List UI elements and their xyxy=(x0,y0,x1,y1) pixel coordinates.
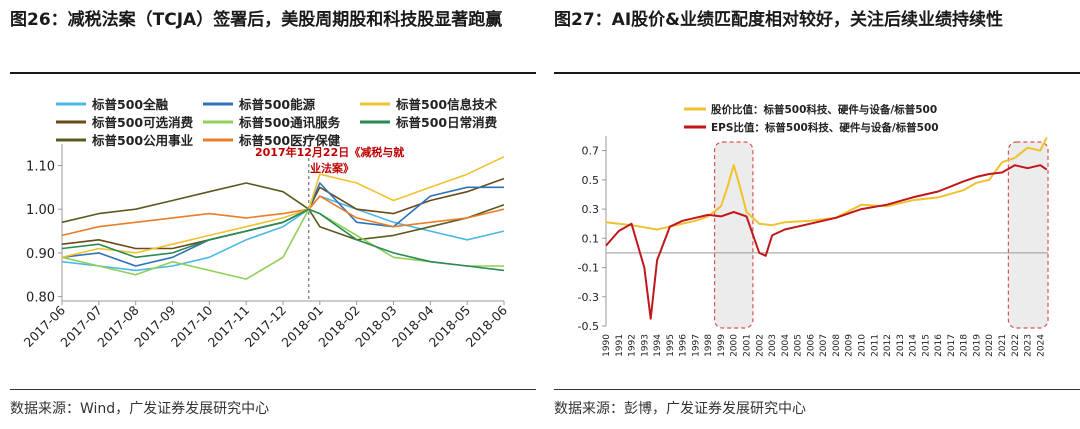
right-chart-title: 图27：AI股价&业绩匹配度相对较好，关注后续业绩持续性 xyxy=(554,10,1003,30)
x-tick-label: 2018 xyxy=(960,334,970,357)
x-tick-label: 2016 xyxy=(934,334,944,357)
right-source-text: 数据来源：彭博，广发证券发展研究中心 xyxy=(554,401,806,417)
left-source-rule xyxy=(10,389,536,390)
x-tick-label: 2021 xyxy=(998,334,1008,357)
x-tick-label: 2023 xyxy=(1024,334,1034,357)
x-tick-label: 2024 xyxy=(1036,334,1046,357)
y-tick-label: 0.1 xyxy=(582,232,600,245)
y-tick-label: 1.00 xyxy=(26,203,55,218)
x-tick-label: 2006 xyxy=(806,334,816,357)
x-tick-label: 2014 xyxy=(909,334,919,357)
x-tick-label: 2020 xyxy=(985,334,995,357)
series-line xyxy=(61,208,504,280)
left-chart-title: 图26：减税法案（TCJA）签署后，美股周期股和科技股显著跑赢 xyxy=(10,10,503,30)
x-tick-label: 2015 xyxy=(921,334,931,357)
y-tick-label: 0.3 xyxy=(582,203,600,216)
x-tick-label: 2000 xyxy=(730,334,740,357)
right-source-rule xyxy=(554,389,1080,390)
y-tick-label: -0.1 xyxy=(578,262,599,275)
series-line xyxy=(605,164,1048,320)
x-tick-label: 1990 xyxy=(602,334,612,357)
x-tick-label: 1993 xyxy=(640,334,650,357)
x-tick-label: 2011 xyxy=(870,334,880,357)
x-tick-label: 2002 xyxy=(755,334,765,357)
x-tick-label: 1999 xyxy=(717,334,727,357)
x-tick-label: 2022 xyxy=(1011,334,1021,357)
legend-label: 标普500信息技术 xyxy=(395,97,498,112)
series-line xyxy=(61,155,505,259)
right-panel: 图27：AI股价&业绩匹配度相对较好，关注后续业绩持续性 -0.5 -0.3 -0.… xyxy=(554,0,1080,429)
x-tick-label: 1995 xyxy=(666,334,676,357)
x-tick-label: 2008 xyxy=(832,334,842,357)
series-line xyxy=(61,208,505,272)
y-tick-label: 0.90 xyxy=(26,247,55,262)
x-tick-label: 2012 xyxy=(883,334,893,357)
left-chart: 0.800.901.001.102017-062017-072017-08201… xyxy=(21,97,511,350)
highlight-box xyxy=(1007,141,1049,329)
x-tick-label: 2007 xyxy=(819,334,829,357)
y-tick-label: 0.7 xyxy=(582,145,600,158)
left-title-rule xyxy=(10,72,536,74)
x-tick-label: 1991 xyxy=(615,334,625,357)
right-chart: -0.5 -0.3 -0.1 0.1 0.3 0.5 0.7 1990 1991 1992 1993… xyxy=(578,103,1049,357)
legend-label: 标普500全融 xyxy=(91,97,169,112)
x-tick-label: 2005 xyxy=(794,334,804,357)
x-tick-label: 1996 xyxy=(679,334,689,357)
annotation-text: 业法案》 xyxy=(310,161,354,175)
legend-label: EPS比值：标普500科技、硬件与设备/标普500 xyxy=(711,121,939,134)
y-tick-label: -0.3 xyxy=(578,291,599,304)
x-tick-label: 2004 xyxy=(781,334,791,357)
x-tick-label: 1998 xyxy=(704,334,714,357)
x-tick-label: 2003 xyxy=(768,334,778,357)
legend-label: 标普500可选消费 xyxy=(91,115,194,130)
series-line xyxy=(605,137,1048,231)
highlight-box xyxy=(713,141,754,329)
legend-label: 标普500日常消费 xyxy=(395,115,498,130)
legend-label: 标普500能源 xyxy=(238,97,316,112)
left-source-text: 数据来源：Wind，广发证券发展研究中心 xyxy=(10,401,270,417)
x-tick-label: 2013 xyxy=(896,334,906,357)
x-tick-label: 2009 xyxy=(845,334,855,357)
legend-label: 标普500医疗保健 xyxy=(238,133,341,148)
y-tick-label: 0.5 xyxy=(582,174,600,187)
x-tick-label: 2010 xyxy=(857,334,867,357)
legend-label: 标普500公用事业 xyxy=(91,133,194,148)
x-tick-label: 2017 xyxy=(947,334,957,357)
y-tick-label: 1.10 xyxy=(26,159,55,174)
y-tick-label: -0.5 xyxy=(578,320,599,333)
right-title-rule xyxy=(554,72,1080,74)
series-line xyxy=(61,182,505,241)
legend-label: 标普500通讯服务 xyxy=(238,115,341,130)
y-tick-label: 0.80 xyxy=(26,291,55,306)
x-tick-label: 1994 xyxy=(653,334,663,357)
x-tick-label: 2019 xyxy=(972,334,982,357)
series-line xyxy=(61,195,505,272)
annotation-text: 2017年12月22日《减税与就 xyxy=(255,145,404,159)
x-tick-label: 2001 xyxy=(743,334,753,357)
legend-label: 股价比值：标普500科技、硬件与设备/标普500 xyxy=(711,103,937,116)
series-line xyxy=(61,195,505,237)
left-panel: 图26：减税法案（TCJA）签署后，美股周期股和科技股显著跑赢 0.80 0.90… xyxy=(10,0,536,429)
x-tick-label: 1992 xyxy=(628,334,638,357)
x-tick-label: 1997 xyxy=(691,334,701,357)
